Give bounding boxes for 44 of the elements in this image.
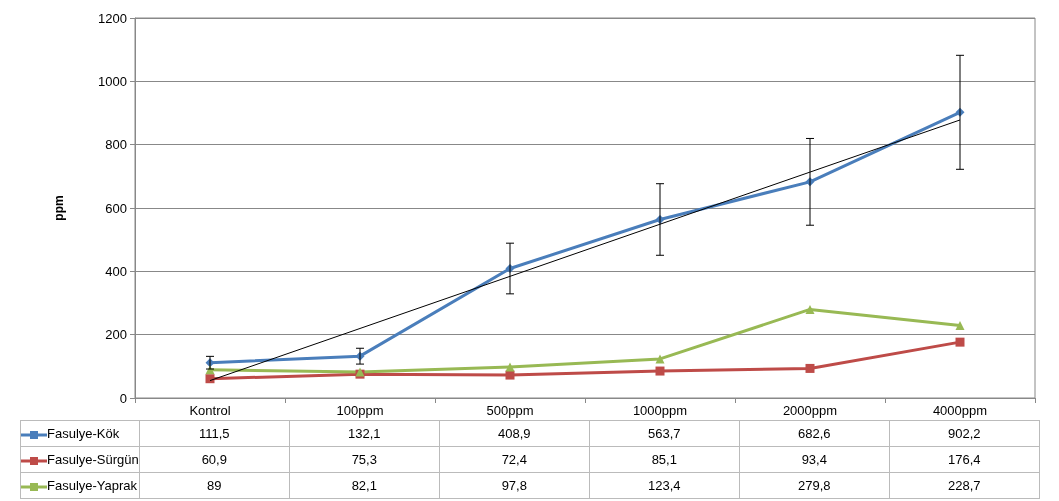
point (655, 366, 665, 376)
data-label: 111,5 (139, 420, 290, 447)
point (955, 321, 965, 331)
point (655, 354, 665, 364)
y-tick-label: 600 (105, 200, 127, 216)
data-label: 682,6 (739, 420, 890, 447)
y-axis-title: ppm (52, 195, 66, 221)
data-label: 563,7 (589, 420, 740, 447)
data-label: 93,4 (739, 446, 890, 473)
x-tick-label: 1000ppm (632, 403, 688, 418)
x-tick-label: Kontrol (189, 403, 231, 418)
point (805, 304, 815, 314)
x-tick-label: 4000ppm (932, 403, 988, 418)
y-tick-label: 400 (105, 263, 127, 279)
y-tick-label: 1200 (98, 10, 127, 26)
y-tick-label: 1000 (98, 73, 127, 89)
point (505, 370, 515, 380)
x-tick-label: 2000ppm (782, 403, 838, 418)
data-label: 85,1 (589, 446, 740, 473)
point (505, 362, 515, 372)
x-tick-label: 500ppm (486, 403, 534, 418)
point (205, 374, 215, 384)
data-label: 132,1 (289, 420, 440, 447)
data-label: 75,3 (289, 446, 440, 473)
y-tick-label: 200 (105, 327, 127, 343)
data-label: 89 (139, 472, 290, 499)
data-label: 97,8 (439, 472, 590, 499)
legend-label: Fasulye-Yaprak (20, 472, 140, 499)
point (955, 337, 965, 347)
data-label: 123,4 (589, 472, 740, 499)
point (805, 363, 815, 373)
data-label: 60,9 (139, 446, 290, 473)
legend-label: Fasulye-Kök (20, 420, 140, 447)
data-label: 902,2 (889, 420, 1040, 447)
data-label: 82,1 (289, 472, 440, 499)
y-tick-label: 0 (119, 390, 127, 406)
data-label: 279,8 (739, 472, 890, 499)
legend-label: Fasulye-Sürgün (20, 446, 140, 473)
data-label: 228,7 (889, 472, 1040, 499)
y-tick-label: 800 (105, 137, 127, 153)
data-label: 176,4 (889, 446, 1040, 473)
x-tick-label: 100ppm (336, 403, 384, 418)
data-label: 72,4 (439, 446, 590, 473)
data-label: 408,9 (439, 420, 590, 447)
